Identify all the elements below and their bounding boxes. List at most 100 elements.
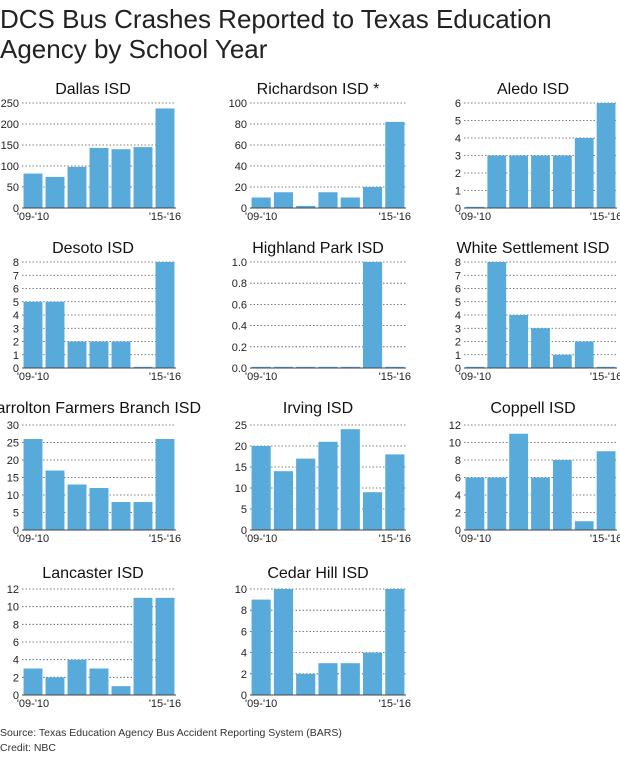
chart-aledo-isd-y-tick-label: 0: [455, 203, 461, 215]
chart-coppell-isd-title: Coppell ISD: [490, 400, 575, 417]
chart-dallas-isd: Dallas ISD 0 50 100 150 200 250 '09-'10 '15-'16: [1, 81, 182, 223]
chart-desoto-isd-y-tick-label: 6: [13, 284, 19, 296]
chart-carrolton-farmers-branch-isd-y-tick-label: 30: [7, 420, 19, 432]
chart-lancaster-isd-bar: [89, 668, 109, 695]
chart-carrolton-farmers-branch-isd-bar: [89, 488, 109, 530]
chart-dallas-isd-y-tick-label: 250: [1, 98, 19, 110]
chart-aledo-isd-bar: [465, 206, 485, 208]
chart-white-settlement-isd-bar: [465, 366, 485, 368]
page-title: DCS Bus Crashes Reported to Texas Educat…: [0, 4, 552, 64]
chart-highland-park-isd-y-tick-label: 0.2: [232, 342, 247, 354]
chart-cedar-hill-isd-bar: [340, 663, 360, 695]
chart-coppell-isd-x-label-last: '15-'16: [590, 533, 620, 545]
chart-highland-park-isd-y-tick-label: 0.4: [232, 321, 247, 333]
chart-carrolton-farmers-branch-isd-bar: [45, 470, 65, 530]
chart-irving-isd-y-tick-label: 20: [235, 441, 247, 453]
chart-irving-isd-bar: [340, 429, 360, 530]
chart-richardson-isd-y-tick-label: 40: [235, 161, 247, 173]
chart-lancaster-isd-bar: [67, 659, 87, 695]
chart-dallas-isd-y-tick-label: 200: [1, 119, 19, 131]
chart-irving-isd-x-label-first: '09-'10: [245, 533, 277, 545]
chart-coppell-isd-y-tick-label: 4: [455, 490, 461, 502]
chart-desoto-isd-y-tick-label: 8: [13, 257, 19, 269]
chart-white-settlement-isd-y-tick-label: 1: [455, 350, 461, 362]
chart-lancaster-isd-y-tick-label: 10: [7, 602, 19, 614]
chart-lancaster-isd-x-label-last: '15-'16: [149, 698, 181, 710]
chart-desoto-isd-y-tick-label: 0: [13, 363, 19, 375]
chart-dallas-isd-bar: [45, 176, 65, 208]
source-note: Source: Texas Education Agency Bus Accid…: [0, 727, 342, 739]
chart-cedar-hill-isd-y-tick-label: 6: [241, 626, 247, 638]
chart-irving-isd-y-tick-label: 15: [235, 462, 247, 474]
chart-cedar-hill-isd-y-tick-label: 10: [235, 584, 247, 596]
chart-aledo-isd-y-tick-label: 2: [455, 168, 461, 180]
chart-dallas-isd-x-label-last: '15-'16: [149, 211, 181, 223]
chart-cedar-hill-isd-y-tick-label: 4: [241, 648, 247, 660]
chart-dallas-isd-bar: [155, 108, 175, 208]
chart-carrolton-farmers-branch-isd-bar: [133, 502, 153, 530]
chart-coppell-isd-y-tick-label: 12: [449, 420, 461, 432]
chart-desoto-isd-bar: [155, 262, 175, 368]
chart-dallas-isd-bar: [133, 147, 153, 208]
chart-highland-park-isd-bar: [362, 262, 383, 368]
chart-cedar-hill-isd-y-tick-label: 8: [241, 605, 247, 617]
chart-highland-park-isd-y-tick-label: 0.0: [232, 363, 247, 375]
chart-coppell-isd-y-tick-label: 0: [455, 525, 461, 537]
chart-lancaster-isd-bar: [111, 686, 131, 695]
chart-carrolton-farmers-branch-isd-x-label-first: '09-'10: [17, 533, 49, 545]
chart-richardson-isd-y-tick-label: 80: [235, 119, 247, 131]
chart-aledo-isd-y-tick-label: 3: [455, 151, 461, 163]
chart-highland-park-isd-title: Highland Park ISD: [252, 240, 384, 257]
chart-richardson-isd-bar: [273, 192, 294, 208]
chart-irving-isd-y-tick-label: 10: [235, 483, 247, 495]
chart-richardson-isd-x-label-first: '09-'10: [245, 211, 277, 223]
chart-coppell-isd-y-tick-label: 6: [455, 473, 461, 485]
chart-carrolton-farmers-branch-isd-y-tick-label: 5: [13, 508, 19, 520]
chart-irving-isd-bar: [362, 492, 383, 530]
chart-aledo-isd-y-tick-label: 5: [455, 116, 461, 128]
chart-aledo-isd-x-label-first: '09-'10: [459, 211, 491, 223]
chart-dallas-isd-y-tick-label: 0: [13, 203, 19, 215]
chart-lancaster-isd-y-tick-label: 6: [13, 637, 19, 649]
chart-lancaster-isd-y-tick-label: 8: [13, 619, 19, 631]
chart-highland-park-isd-bar: [296, 366, 316, 368]
chart-cedar-hill-isd-y-tick-label: 0: [241, 690, 247, 702]
chart-coppell-isd-bar: [552, 460, 572, 530]
chart-irving-isd-bar: [273, 471, 294, 530]
chart-coppell-isd-y-tick-label: 8: [455, 455, 461, 467]
chart-highland-park-isd-bar: [385, 366, 405, 368]
chart-dallas-isd-bar: [67, 166, 87, 208]
chart-desoto-isd-title: Desoto ISD: [52, 240, 134, 257]
chart-cedar-hill-isd-y-tick-label: 2: [241, 669, 247, 681]
chart-white-settlement-isd-bar: [487, 262, 507, 368]
chart-irving-isd-bar: [296, 458, 316, 530]
chart-carrolton-farmers-branch-isd-y-tick-label: 20: [7, 455, 19, 467]
chart-cedar-hill-isd-bar: [296, 673, 316, 695]
chart-irving-isd: Irving ISD 0 5 10 15 20 25 '09-'10 '15-'16: [235, 400, 411, 545]
chart-irving-isd-bar: [385, 454, 405, 530]
chart-lancaster-isd-x-label-first: '09-'10: [17, 698, 49, 710]
chart-coppell-isd-bar: [465, 477, 485, 530]
chart-cedar-hill-isd-x-label-first: '09-'10: [245, 698, 277, 710]
chart-coppell-isd-x-label-first: '09-'10: [459, 533, 491, 545]
chart-richardson-isd-bar: [385, 121, 405, 208]
chart-desoto-isd-bar: [23, 301, 43, 368]
chart-cedar-hill-isd: Cedar Hill ISD 0 2 4 6 8 10 '09-'10 '15-'16: [235, 565, 411, 710]
chart-dallas-isd-title: Dallas ISD: [55, 81, 131, 98]
chart-aledo-isd-bar: [531, 155, 550, 208]
chart-highland-park-isd-y-tick-label: 1.0: [232, 257, 247, 269]
chart-aledo-isd-title: Aledo ISD: [497, 81, 569, 98]
chart-highland-park-isd-y-tick-label: 0.8: [232, 278, 247, 290]
chart-white-settlement-isd-bar: [509, 315, 529, 368]
chart-lancaster-isd-y-tick-label: 4: [13, 655, 19, 667]
chart-lancaster-isd-bar: [155, 597, 175, 695]
chart-dallas-isd-bar: [111, 149, 131, 208]
chart-carrolton-farmers-branch-isd-x-label-last: '15-'16: [149, 533, 181, 545]
chart-aledo-isd-y-tick-label: 4: [455, 133, 461, 145]
chart-lancaster-isd-bar: [45, 677, 65, 695]
chart-highland-park-isd-bar: [340, 366, 360, 368]
chart-white-settlement-isd-y-tick-label: 4: [455, 310, 461, 322]
chart-desoto-isd-bar: [111, 341, 131, 368]
chart-lancaster-isd-y-tick-label: 0: [13, 690, 19, 702]
